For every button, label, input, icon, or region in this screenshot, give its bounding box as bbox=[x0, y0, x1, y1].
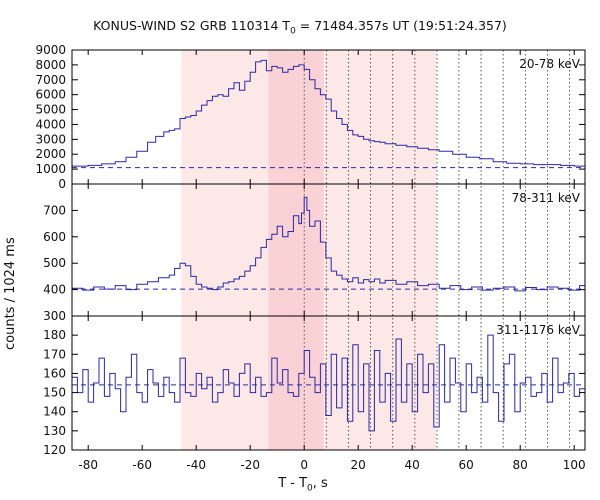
y-tick-label: 8000 bbox=[35, 58, 66, 72]
y-tick-label: 170 bbox=[43, 347, 66, 361]
x-tick-label: -60 bbox=[132, 458, 152, 472]
y-tick-label: 1000 bbox=[35, 162, 66, 176]
energy-band-label: 20-78 keV bbox=[519, 57, 581, 71]
panel-frames bbox=[71, 49, 586, 451]
y-tick-label: 600 bbox=[43, 230, 66, 244]
y-tick-label: 9000 bbox=[35, 43, 66, 57]
y-tick-label: 180 bbox=[43, 328, 66, 342]
panel-frame-2 bbox=[71, 315, 586, 451]
y-tick-label: 2000 bbox=[35, 147, 66, 161]
x-tick-label: 60 bbox=[459, 458, 474, 472]
axis-ticks bbox=[72, 49, 585, 451]
y-tick-label: 6000 bbox=[35, 88, 66, 102]
y-tick-label: 700 bbox=[43, 203, 66, 217]
x-axis-label: T - T0, s bbox=[278, 476, 328, 494]
y-tick-label: 400 bbox=[43, 283, 66, 297]
y-axis-label: counts / 1024 ms bbox=[3, 237, 18, 350]
series-line-0 bbox=[72, 59, 586, 167]
series-line-2 bbox=[72, 334, 586, 432]
series-line-1 bbox=[72, 196, 586, 292]
y-tick-label: 160 bbox=[43, 366, 66, 380]
x-tick-label: 40 bbox=[405, 458, 420, 472]
y-tick-label: 5000 bbox=[35, 103, 66, 117]
count-histories bbox=[72, 59, 586, 432]
x-tick-label: 80 bbox=[513, 458, 528, 472]
y-tick-label: 300 bbox=[43, 309, 66, 323]
y-tick-label: 120 bbox=[43, 443, 66, 457]
x-tick-label: 0 bbox=[300, 458, 308, 472]
x-tick-label: 20 bbox=[351, 458, 366, 472]
x-tick-label: 100 bbox=[563, 458, 586, 472]
y-tick-label: 500 bbox=[43, 256, 66, 270]
background-levels bbox=[72, 167, 585, 386]
y-tick-label: 140 bbox=[43, 405, 66, 419]
energy-band-label: 311-1176 keV bbox=[496, 323, 580, 337]
x-tick-label: -80 bbox=[78, 458, 98, 472]
energy-band-label: 78-311 keV bbox=[512, 191, 581, 205]
y-tick-label: 3000 bbox=[35, 132, 66, 146]
y-tick-label: 0 bbox=[58, 177, 66, 191]
shaded-intervals bbox=[181, 50, 437, 450]
x-tick-label: -40 bbox=[186, 458, 206, 472]
y-tick-label: 130 bbox=[43, 424, 66, 438]
x-tick-label: -20 bbox=[240, 458, 260, 472]
tick-labels: 20-78 keV0100020003000400050006000700080… bbox=[35, 43, 585, 472]
y-tick-label: 150 bbox=[43, 386, 66, 400]
y-tick-label: 7000 bbox=[35, 73, 66, 87]
chart-title: KONUS-WIND S2 GRB 110314 T0 = 71484.357s… bbox=[93, 18, 507, 37]
y-tick-label: 4000 bbox=[35, 117, 66, 131]
